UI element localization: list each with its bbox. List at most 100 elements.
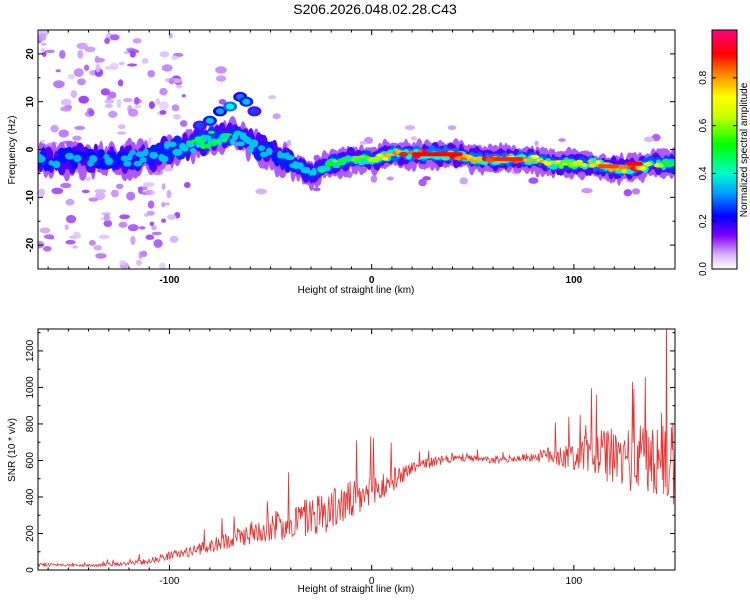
noise-speckle bbox=[40, 47, 46, 53]
noise-speckle bbox=[159, 51, 170, 58]
noise-speckle bbox=[215, 75, 227, 82]
spectral-blob bbox=[167, 141, 177, 148]
noise-speckle bbox=[103, 214, 110, 222]
noise-speckle bbox=[123, 98, 133, 103]
spectral-blob bbox=[222, 133, 232, 137]
colorbar-tick-label: 0.4 bbox=[698, 166, 709, 180]
noise-speckle bbox=[147, 200, 155, 209]
x-tick-label: 0 bbox=[369, 576, 375, 587]
noise-speckle bbox=[88, 109, 95, 117]
spectral-blob bbox=[205, 117, 214, 124]
spectrogram-y-ticks: -20 -10 0 10 20 bbox=[25, 29, 675, 270]
y-tick-label: 400 bbox=[25, 488, 36, 505]
noise-speckle bbox=[88, 197, 99, 202]
noise-speckle bbox=[286, 139, 292, 147]
spectral-blob bbox=[212, 140, 222, 144]
noise-speckle bbox=[65, 198, 75, 206]
spectral-blob bbox=[621, 169, 627, 174]
colorbar-tick-label: 0.6 bbox=[698, 118, 709, 132]
spectral-blob bbox=[242, 98, 251, 105]
noise-speckle bbox=[117, 79, 124, 87]
spectral-peak bbox=[412, 152, 463, 157]
noise-speckle bbox=[41, 42, 47, 46]
snr-x-ticks: -100 0 100 bbox=[47, 329, 676, 587]
spectral-blob bbox=[526, 158, 533, 162]
noise-speckle bbox=[117, 124, 126, 130]
noise-speckle bbox=[153, 239, 163, 248]
noise-speckle bbox=[386, 176, 394, 181]
noise-speckle bbox=[128, 108, 139, 117]
y-tick-label: 0 bbox=[25, 146, 36, 152]
noise-speckle bbox=[85, 176, 92, 182]
noise-speckle bbox=[155, 98, 161, 105]
spectral-blob bbox=[554, 160, 563, 163]
noise-speckle bbox=[126, 191, 136, 201]
noise-speckle bbox=[268, 95, 277, 100]
noise-speckle bbox=[165, 202, 170, 206]
noise-speckle bbox=[42, 50, 47, 58]
noise-speckle bbox=[59, 50, 66, 59]
noise-speckle bbox=[123, 51, 130, 55]
noise-speckle bbox=[50, 124, 59, 133]
noise-speckle bbox=[171, 55, 179, 60]
noise-speckle bbox=[104, 37, 110, 45]
spectral-blob bbox=[149, 151, 159, 159]
spectral-blob bbox=[221, 138, 228, 143]
noise-speckle bbox=[127, 224, 139, 232]
snr-y-ticks: 0 200 400 600 800 1000 1200 bbox=[25, 332, 675, 573]
snr-frame bbox=[37, 328, 676, 571]
spectral-blob bbox=[201, 134, 212, 141]
spectral-blob bbox=[265, 147, 273, 156]
spectral-blob bbox=[319, 169, 325, 173]
noise-speckle bbox=[151, 231, 162, 236]
spectral-blob bbox=[337, 160, 343, 166]
noise-speckle bbox=[106, 95, 111, 101]
noise-speckle bbox=[404, 125, 416, 131]
noise-speckle bbox=[95, 191, 106, 200]
noise-speckle bbox=[148, 101, 155, 109]
noise-speckle bbox=[581, 188, 593, 194]
noise-speckle bbox=[104, 99, 115, 104]
noise-speckle bbox=[38, 33, 47, 42]
noise-speckle bbox=[88, 240, 96, 246]
spectral-blob bbox=[301, 167, 311, 174]
spectral-blob bbox=[65, 152, 74, 160]
noise-speckle bbox=[105, 66, 115, 70]
noise-speckle bbox=[418, 178, 427, 187]
spectral-peak bbox=[493, 157, 524, 162]
noise-speckle bbox=[64, 224, 69, 231]
noise-speckle bbox=[459, 177, 468, 185]
noise-speckle bbox=[181, 94, 186, 98]
noise-speckle bbox=[93, 245, 102, 251]
y-tick-label: -10 bbox=[25, 190, 36, 205]
spectral-blob bbox=[233, 130, 243, 136]
y-tick-label: 20 bbox=[25, 48, 36, 60]
spectral-blob bbox=[260, 151, 269, 158]
noise-speckle bbox=[147, 70, 155, 78]
spectral-blob bbox=[142, 148, 149, 157]
spectral-blob bbox=[190, 148, 197, 153]
spectral-blob bbox=[226, 103, 235, 110]
noise-speckle bbox=[133, 96, 140, 105]
noise-speckle bbox=[51, 187, 64, 195]
noise-speckle bbox=[183, 182, 191, 188]
noise-speckle bbox=[83, 64, 90, 71]
noise-speckle bbox=[139, 226, 146, 230]
noise-speckle bbox=[145, 189, 152, 195]
snr-series-line bbox=[38, 329, 675, 568]
spectral-blob bbox=[286, 155, 295, 161]
spectrogram-plot-area bbox=[38, 30, 675, 269]
spectral-blob bbox=[558, 164, 564, 169]
colorbar-tick-label: 0.8 bbox=[698, 70, 709, 84]
noise-speckle bbox=[84, 46, 96, 53]
colorbar-ticks: 0.0 0.2 0.4 0.6 0.8 bbox=[698, 70, 737, 276]
noise-speckle bbox=[168, 78, 175, 85]
noise-speckle bbox=[98, 234, 110, 240]
noise-speckle bbox=[161, 64, 173, 72]
spectral-blob bbox=[385, 153, 396, 157]
spectral-blob bbox=[376, 153, 384, 158]
colorbar bbox=[711, 29, 738, 270]
x-tick-label: 0 bbox=[369, 275, 375, 286]
noise-speckle bbox=[73, 68, 84, 77]
